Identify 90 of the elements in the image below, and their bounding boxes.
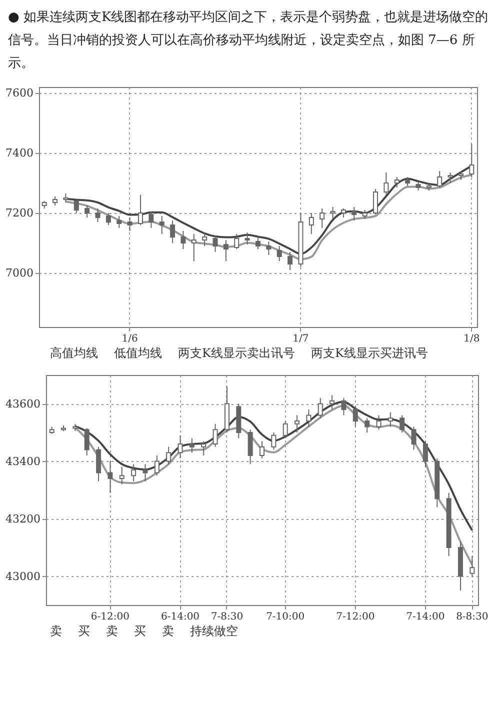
candlestick [142, 464, 148, 482]
candlestick [384, 172, 389, 196]
candlestick [154, 455, 160, 476]
candlestick [282, 420, 288, 439]
candlestick [470, 556, 475, 577]
candlestick [330, 394, 335, 410]
y-tick-label: 43000 [6, 570, 40, 583]
x-tick-label: 7-12:00 [336, 612, 375, 622]
candlestick [422, 440, 428, 468]
candlestick [411, 426, 416, 450]
candlestick [108, 460, 113, 494]
candlestick [266, 241, 272, 256]
candlestick [271, 432, 276, 450]
candlestick [388, 412, 393, 428]
candlestick [330, 206, 336, 220]
candlestick [400, 414, 405, 433]
text: 高值均线 [50, 346, 98, 360]
text: 买 [134, 624, 146, 638]
candlestick [106, 212, 111, 226]
candlestick [131, 464, 136, 482]
y-tick-label: 7000 [6, 266, 34, 280]
candlestick [159, 216, 164, 234]
candlestick [212, 235, 218, 252]
candlestick [244, 232, 250, 245]
candlestick [341, 398, 346, 416]
candlestick [170, 220, 176, 244]
x-tick-label: 7-8:30 [210, 612, 244, 622]
candlestick [364, 418, 370, 433]
text: 两支K线显示卖出讯号 [178, 346, 295, 360]
x-tick-label: 1/7 [292, 334, 309, 344]
candlestick [437, 170, 442, 188]
text: 卖 [106, 624, 118, 638]
candlestick [178, 434, 183, 459]
candlestick [116, 216, 122, 228]
y-tick-label: 7400 [6, 146, 34, 160]
candlestick [119, 466, 124, 485]
candlestick [148, 211, 154, 228]
candlestick [127, 217, 132, 232]
x-tick-label: 7-10:00 [266, 612, 305, 622]
candlestick [352, 206, 357, 221]
candlestick [234, 234, 240, 250]
candlestick [260, 440, 264, 459]
candlestick [138, 194, 143, 226]
candlestick [166, 446, 172, 465]
candlestick [288, 252, 293, 270]
candlestick [180, 230, 186, 250]
candlestick [373, 188, 378, 215]
text: 卖 [162, 624, 174, 638]
candlestick [189, 438, 194, 454]
candlestick [84, 428, 90, 456]
candlestick [294, 414, 300, 433]
candlestick [306, 409, 312, 428]
y-tick-label: 7600 [6, 86, 34, 100]
y-tick-label: 7200 [6, 206, 34, 220]
chart-title: ● 如果连续两支K线图都在移动平均区间之下，表示是个弱势盘，也就是进场做空的信号。当日冲销的投资人可以在高价移动平均线附近，设定卖空点，如图 7—6 所示。 [7, 9, 490, 73]
y-tick-label: 43200 [6, 512, 40, 526]
y-tick-label: 43600 [6, 397, 40, 410]
x-tick-label: 6-14:00 [160, 612, 200, 622]
y-tick-label: 43400 [6, 454, 40, 468]
x-tick-label: 6-12:00 [90, 612, 130, 622]
candlestick [320, 208, 325, 228]
candlestick [376, 414, 382, 430]
x-tick-label: 1/8 [464, 334, 480, 344]
candlestick [308, 212, 314, 234]
candlestick [469, 144, 474, 178]
candlestick [212, 423, 218, 448]
line-series [74, 400, 474, 532]
candlestick [96, 446, 102, 482]
candlestick [276, 246, 282, 262]
x-tick-label: 1/6 [122, 334, 138, 344]
candlestick [95, 208, 100, 222]
text: 两支K线显示买进讯号 [310, 346, 428, 360]
x-tick-label: 7-14:00 [406, 612, 445, 622]
candlestick [248, 429, 253, 465]
x-tick-label: 8-8:30 [456, 612, 488, 622]
text: 买 [78, 624, 90, 638]
candlestick [201, 440, 206, 456]
candlestick [256, 236, 260, 250]
candlestick [74, 199, 79, 214]
candlestick [191, 234, 196, 262]
candlestick [448, 172, 453, 184]
text: 持续做空 [190, 624, 238, 638]
candlestick [202, 232, 208, 246]
candlestick [223, 240, 228, 262]
text: 卖 [50, 624, 62, 638]
candlestick [318, 398, 323, 419]
candlestick [352, 406, 358, 428]
text: 低值均线 [114, 346, 162, 360]
candlestick [394, 176, 400, 188]
candlestick [84, 205, 90, 218]
